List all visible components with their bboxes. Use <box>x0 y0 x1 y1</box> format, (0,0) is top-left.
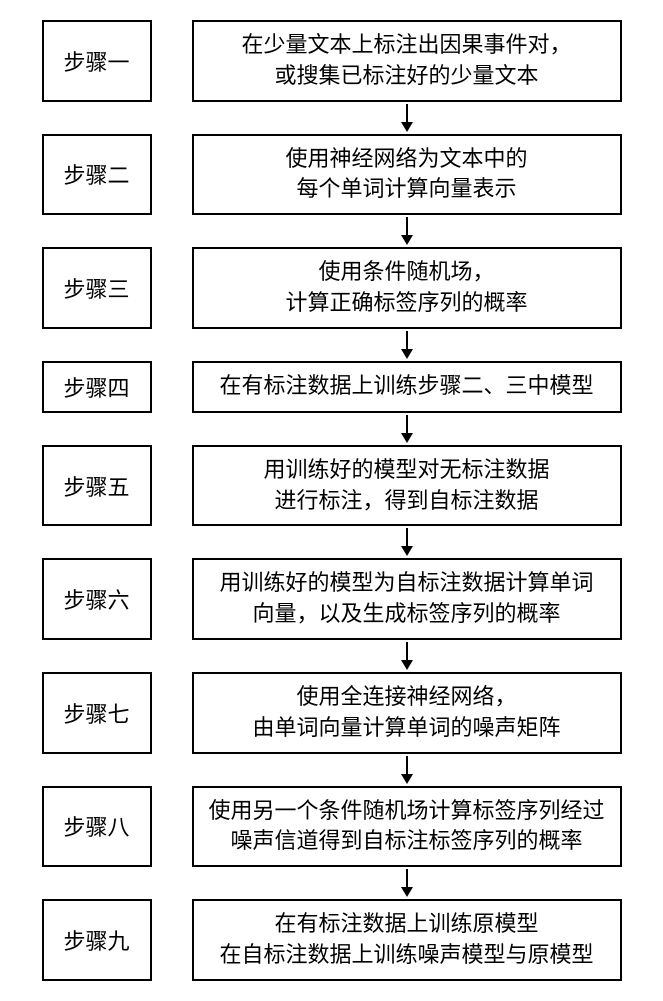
step-label: 步骤三 <box>42 247 152 329</box>
step-label: 步骤七 <box>42 672 152 754</box>
step-label: 步骤二 <box>42 134 152 216</box>
step-content-line: 在有标注数据上训练步骤二、三中模型 <box>219 371 593 402</box>
flowchart: 步骤一在少量文本上标注出因果事件对，或搜集已标注好的少量文本步骤二使用神经网络为… <box>0 0 663 1001</box>
step-content-line: 进行标注，得到自标注数据 <box>274 486 538 517</box>
step-content: 使用另一个条件随机场计算标签序列经过噪声信道得到自标注标签序列的概率 <box>192 786 622 868</box>
step-content-line: 在少量文本上标注出因果事件对， <box>241 30 571 61</box>
step-content-line: 用训练好的模型对无标注数据 <box>263 455 549 486</box>
step-content: 使用条件随机场，计算正确标签序列的概率 <box>192 247 622 329</box>
step-content-line: 在自标注数据上训练噪声模型与原模型 <box>219 940 593 971</box>
step-content-line: 使用条件随机场， <box>318 257 494 288</box>
step-content: 用训练好的模型对无标注数据进行标注，得到自标注数据 <box>192 445 622 527</box>
step-label: 步骤八 <box>42 786 152 868</box>
step-label: 步骤一 <box>42 20 152 102</box>
step-label: 步骤五 <box>42 445 152 527</box>
step-content-line: 使用另一个条件随机场计算标签序列经过 <box>208 796 604 827</box>
step-content: 在有标注数据上训练步骤二、三中模型 <box>192 361 622 413</box>
step-content: 使用神经网络为文本中的每个单词计算向量表示 <box>192 134 622 216</box>
step-content-line: 每个单词计算向量表示 <box>296 174 516 205</box>
step-row: 步骤二使用神经网络为文本中的每个单词计算向量表示 <box>10 134 653 216</box>
step-content-line: 或搜集已标注好的少量文本 <box>274 61 538 92</box>
step-content-line: 噪声信道得到自标注标签序列的概率 <box>230 826 582 857</box>
step-row: 步骤九在有标注数据上训练原模型在自标注数据上训练噪声模型与原模型 <box>10 899 653 981</box>
step-content: 在有标注数据上训练原模型在自标注数据上训练噪声模型与原模型 <box>192 899 622 981</box>
step-row: 步骤七使用全连接神经网络，由单词向量计算单词的噪声矩阵 <box>10 672 653 754</box>
step-label: 步骤四 <box>42 361 152 413</box>
step-content: 在少量文本上标注出因果事件对，或搜集已标注好的少量文本 <box>192 20 622 102</box>
step-row: 步骤一在少量文本上标注出因果事件对，或搜集已标注好的少量文本 <box>10 20 653 102</box>
step-content-line: 在有标注数据上训练原模型 <box>274 909 538 940</box>
step-row: 步骤四 在有标注数据上训练步骤二、三中模型 <box>10 361 653 413</box>
step-content-line: 计算正确标签序列的概率 <box>285 288 527 319</box>
step-content-line: 向量，以及生成标签序列的概率 <box>252 599 560 630</box>
arrow-down <box>10 642 653 670</box>
step-content-line: 使用全连接神经网络， <box>296 682 516 713</box>
arrow-down <box>10 415 653 443</box>
step-row: 步骤五用训练好的模型对无标注数据进行标注，得到自标注数据 <box>10 445 653 527</box>
step-content: 使用全连接神经网络，由单词向量计算单词的噪声矩阵 <box>192 672 622 754</box>
step-row: 步骤六用训练好的模型为自标注数据计算单词向量，以及生成标签序列的概率 <box>10 558 653 640</box>
step-row: 步骤三使用条件随机场，计算正确标签序列的概率 <box>10 247 653 329</box>
arrow-down <box>10 104 653 132</box>
step-label: 步骤六 <box>42 558 152 640</box>
step-label: 步骤九 <box>42 899 152 981</box>
step-content-line: 由单词向量计算单词的噪声矩阵 <box>252 713 560 744</box>
arrow-down <box>10 869 653 897</box>
arrow-down <box>10 756 653 784</box>
step-content-line: 用训练好的模型为自标注数据计算单词 <box>219 568 593 599</box>
step-row: 步骤八使用另一个条件随机场计算标签序列经过噪声信道得到自标注标签序列的概率 <box>10 786 653 868</box>
step-content: 用训练好的模型为自标注数据计算单词向量，以及生成标签序列的概率 <box>192 558 622 640</box>
arrow-down <box>10 528 653 556</box>
step-content-line: 使用神经网络为文本中的 <box>285 144 527 175</box>
arrow-down <box>10 331 653 359</box>
arrow-down <box>10 217 653 245</box>
